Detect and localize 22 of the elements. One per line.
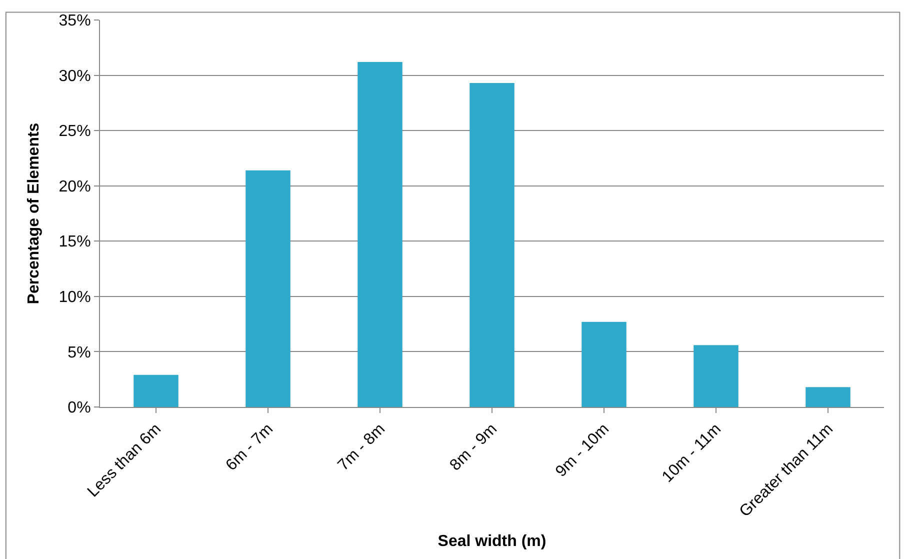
x-tick-label: 10m - 11m xyxy=(659,420,724,486)
x-axis-title: Seal width (m) xyxy=(438,533,546,550)
y-tick-label: 0% xyxy=(68,400,91,417)
x-tick-label: 8m - 9m xyxy=(446,420,500,474)
x-tick-label: 6m - 7m xyxy=(222,420,276,474)
y-tick-label: 10% xyxy=(58,289,91,306)
bar xyxy=(806,387,850,407)
y-tick-label: 20% xyxy=(58,178,91,196)
bar xyxy=(694,345,738,407)
x-tick-label: 7m - 8m xyxy=(334,420,388,474)
y-tick-label: 30% xyxy=(58,68,91,85)
y-tick-label: 25% xyxy=(58,123,91,140)
bar xyxy=(358,62,402,407)
y-axis-title: Percentage of Elements xyxy=(26,122,43,304)
y-tick-label: 15% xyxy=(58,234,91,251)
bar xyxy=(246,170,290,407)
y-tick-label: 35% xyxy=(58,12,91,30)
bar xyxy=(470,83,514,407)
bar xyxy=(134,374,178,407)
bar xyxy=(582,322,626,407)
y-tick-label: 5% xyxy=(68,344,91,362)
x-tick-label: 9m - 10m xyxy=(552,420,612,480)
